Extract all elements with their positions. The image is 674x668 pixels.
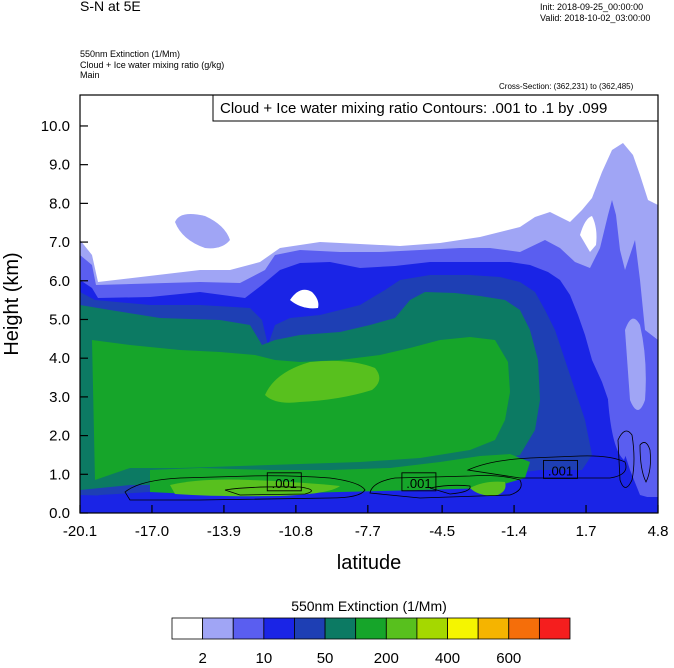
x-tick-label: -7.7 [355, 523, 381, 540]
y-tick-label: 1.0 [49, 466, 70, 483]
colorbar-label: 2 [198, 650, 206, 667]
x-tick-label: 4.8 [648, 523, 669, 540]
contour-info-box [212, 94, 659, 122]
y-tick-label: 8.0 [49, 195, 70, 212]
colorbar-swatch [508, 617, 540, 640]
contour-label: .001 [406, 476, 431, 491]
y-tick-label: 10.0 [41, 118, 70, 135]
y-tick-label: 9.0 [49, 157, 70, 174]
colorbar-swatch [477, 617, 510, 640]
colorbar-label: 600 [496, 650, 521, 667]
colorbar-title: 550nm Extinction (1/Mm) [291, 598, 447, 614]
contour-label-box [266, 472, 302, 492]
contour-label-box [543, 459, 578, 479]
plot-title: S-N at 5E [80, 0, 141, 14]
y-tick-label: 7.0 [49, 234, 70, 251]
x-tick-label: -20.1 [63, 523, 97, 540]
contour-labels: .001 .001 .001 [266, 459, 578, 492]
cross-section-label: Cross-Section: (362,231) to (362,485) [499, 82, 634, 91]
x-tick-label: -4.5 [429, 523, 455, 540]
x-tick-label: -13.9 [207, 523, 241, 540]
colorbar-swatch [538, 617, 571, 640]
field-name-1: 550nm Extinction (1/Mm) [80, 49, 181, 59]
contour-label: .001 [272, 476, 297, 491]
colorbar-label: 50 [317, 650, 334, 667]
contour-label-box [401, 472, 437, 492]
valid-time: Valid: 2018-10-02_03:00:00 [540, 13, 651, 23]
field-name-2: Cloud + Ice water mixing ratio (g/kg) [80, 59, 225, 70]
x-tick-label: -1.4 [501, 523, 527, 540]
contour-label: .001 [548, 463, 573, 478]
y-tick-label: 5.0 [49, 311, 70, 328]
y-tick-label: 0.0 [49, 505, 70, 522]
colorbar-swatch [355, 617, 387, 640]
y-tick-label: 3.0 [49, 389, 70, 406]
colorbar-label: 400 [435, 650, 460, 667]
colorbar-swatch [263, 617, 295, 640]
time-info: Init: 2018-09-25_00:00:00 Valid: 2018-10… [540, 2, 650, 24]
colorbar-swatch [416, 617, 448, 640]
x-tick-label: -10.8 [279, 523, 313, 540]
extinction-field [80, 95, 658, 513]
colorbar-swatch [447, 617, 479, 640]
colorbar-swatch [324, 617, 357, 640]
x-tick-label: -17.0 [135, 523, 169, 540]
mixing-ratio-contours [124, 430, 651, 501]
y-tick-label: 6.0 [49, 273, 70, 290]
colorbar-swatch [294, 617, 326, 640]
x-axis: -20.1 -17.0 -13.9 -10.8 -7.7 -4.5 -1.4 1.7 4.8 [63, 505, 669, 540]
colorbar-swatch [202, 617, 234, 640]
colorbar: 2 10 50 200 400 600 [171, 617, 571, 667]
colorbar-swatch [385, 617, 418, 640]
x-axis-label: latitude [337, 552, 402, 574]
colorbar-swatch [171, 617, 204, 640]
y-tick-label: 2.0 [49, 428, 70, 445]
plot-frame [79, 94, 659, 514]
colorbar-label: 10 [256, 650, 273, 667]
y-axis: 0.0 1.0 2.0 3.0 4.0 5.0 6.0 7.0 8.0 9.0 10.0 [41, 118, 88, 522]
colorbar-swatch [232, 617, 265, 640]
y-tick-label: 4.0 [49, 350, 70, 367]
x-tick-label: 1.7 [576, 523, 597, 540]
contour-info-label: Cloud + Ice water mixing ratio Contours:… [220, 100, 607, 117]
field-name-3: Main [80, 70, 100, 80]
field-info: 550nm Extinction (1/Mm) Cloud + Ice wate… [80, 49, 224, 81]
colorbar-label: 200 [374, 650, 399, 667]
init-time: Init: 2018-09-25_00:00:00 [540, 2, 644, 12]
y-axis-label: Height (km) [1, 252, 23, 355]
